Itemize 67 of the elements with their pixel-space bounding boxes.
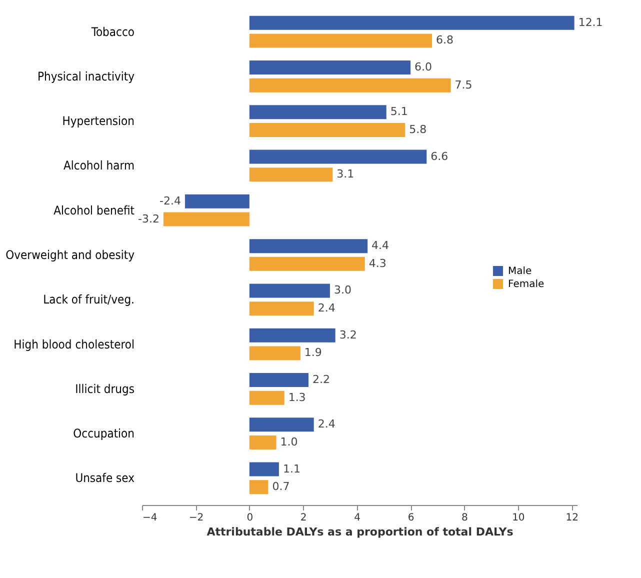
- data-label: 2.2: [312, 373, 330, 386]
- x-tick-label: −4: [142, 512, 158, 524]
- x-tick-label: 2: [300, 512, 307, 524]
- x-tick-label: −2: [188, 512, 204, 524]
- data-label: 4.3: [368, 256, 386, 270]
- bar: [249, 239, 368, 254]
- data-label: 0.7: [272, 480, 290, 494]
- bar: [249, 284, 330, 298]
- bar: [249, 60, 411, 74]
- bar: [163, 212, 250, 226]
- bar: [249, 105, 386, 120]
- data-label: -3.2: [138, 212, 160, 226]
- bar: [249, 78, 451, 92]
- bar: [249, 168, 333, 182]
- y-tick-label: Occupation: [73, 426, 134, 441]
- bar: [249, 328, 336, 342]
- data-label: 1.9: [304, 346, 322, 360]
- x-tick-label: 0: [246, 512, 254, 524]
- bar: [249, 436, 276, 450]
- data-label: 1.3: [288, 390, 306, 404]
- x-tick-label: 10: [512, 512, 525, 524]
- data-label: 2.4: [318, 418, 336, 431]
- bar: [249, 373, 308, 387]
- x-tick-label: 12: [566, 512, 578, 524]
- data-label: -2.4: [159, 194, 181, 208]
- y-tick-label: Overweight and obesity: [6, 248, 136, 262]
- data-label: 1.1: [282, 462, 300, 476]
- data-label: 6.8: [436, 34, 454, 47]
- legend-label: Male: [508, 266, 532, 277]
- x-axis-title: Attributable DALYs as a proportion of total DALYs: [206, 526, 514, 538]
- data-label: 1.0: [280, 436, 298, 448]
- bar: [249, 418, 314, 432]
- bar: [249, 390, 284, 405]
- bar: [249, 150, 427, 164]
- bar: [249, 462, 279, 476]
- y-tick-label: Illicit drugs: [75, 382, 135, 396]
- y-tick-label: Alcohol harm: [64, 158, 134, 173]
- bar: [249, 16, 574, 30]
- legend-label: Female: [508, 279, 544, 290]
- bar: [249, 34, 432, 48]
- y-tick-label: High blood cholesterol: [14, 337, 134, 352]
- data-label: 5.1: [390, 105, 408, 118]
- data-label: 3.0: [334, 284, 352, 297]
- bar: [184, 194, 250, 208]
- data-label: 12.1: [578, 16, 603, 29]
- data-label: 7.5: [454, 78, 472, 92]
- y-tick-label: Hypertension: [62, 114, 134, 128]
- bar: [249, 480, 268, 494]
- data-label: 4.4: [372, 239, 390, 252]
- bar: [249, 346, 300, 360]
- y-tick-label: Physical inactivity: [38, 69, 136, 84]
- y-tick-label: Unsafe sex: [75, 471, 136, 486]
- data-label: 5.8: [409, 123, 427, 136]
- data-label: 6.6: [430, 150, 448, 163]
- y-tick-label: Lack of fruit/veg.: [43, 292, 134, 307]
- data-label: 2.4: [318, 302, 336, 315]
- bar: [249, 123, 406, 137]
- data-label: 3.1: [336, 168, 354, 181]
- bar: [249, 256, 365, 271]
- x-tick-label: 6: [408, 512, 414, 524]
- y-tick-label: Alcohol benefit: [54, 203, 134, 218]
- y-tick-label: Tobacco: [90, 24, 135, 39]
- data-label: 6.0: [414, 60, 432, 74]
- bar: [249, 302, 314, 316]
- x-tick-label: 4: [354, 512, 360, 524]
- data-label: 3.2: [339, 328, 357, 342]
- x-tick-label: 8: [462, 512, 468, 524]
